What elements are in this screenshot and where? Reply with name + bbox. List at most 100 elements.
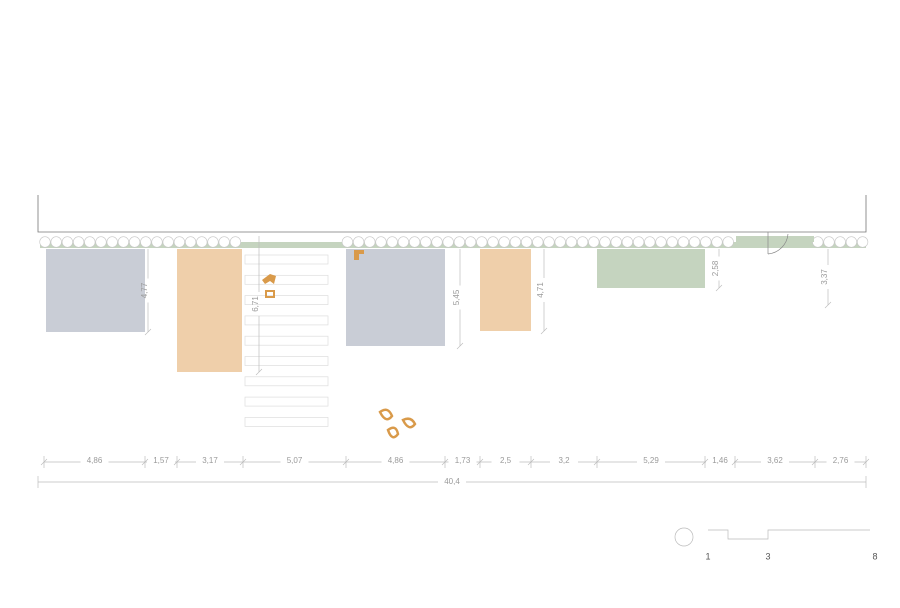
tree [498,236,510,248]
tree [95,236,107,248]
dim-label: 3,62 [767,456,783,465]
dimensions: 4,86 1,57 3,17 5,07 4,86 1,73 2,5 3,2 5,29 1,46 3,… [37,236,870,488]
stripe [244,315,329,326]
stripe [244,274,329,285]
figure [378,408,417,439]
tree [50,236,62,248]
tree [185,236,197,248]
tree [386,236,398,248]
dim-line [144,249,152,336]
figure [262,274,276,284]
tree [588,236,600,248]
tree [162,236,174,248]
tree [229,236,241,248]
figures [262,250,417,439]
grey-block [46,249,145,332]
dim-label: 5,45 [452,289,461,305]
scale-label: 1 [705,551,710,561]
tree [420,236,432,248]
stripe [244,295,329,305]
tree [453,236,466,248]
dim-label: 1,73 [455,456,471,465]
hedge [736,236,814,242]
figure [265,290,275,298]
tree [711,236,723,248]
tree [207,236,219,248]
green-block [597,249,705,288]
door [767,232,789,255]
dim-label: 6,71 [251,296,260,312]
stripe [244,254,329,265]
tree [61,236,74,248]
dim-label: 3,37 [820,269,829,285]
tree [812,236,824,248]
dim-label: 2,5 [500,456,512,465]
hedge [40,242,866,248]
tree [655,236,667,248]
tree-row [39,236,869,248]
tree [72,236,85,248]
dim-label: 5,29 [643,456,659,465]
tree [554,236,566,248]
tree [599,236,611,248]
tree [409,236,421,248]
tree [196,236,208,248]
dim-label: 1,46 [712,456,728,465]
tree [509,236,522,248]
tree [465,236,477,248]
dim-line [37,476,867,488]
tree [823,236,835,248]
tree [476,236,488,248]
tree [632,236,645,248]
tree [621,236,634,248]
north-symbol [674,527,694,547]
dim-label: 1,57 [153,456,169,465]
stripe [244,335,329,346]
tree [834,236,846,248]
tree [106,236,118,248]
tree [565,236,578,248]
tree [722,236,734,248]
tree [856,236,869,248]
tree [397,236,410,248]
tree [375,236,387,248]
tree [700,236,712,248]
dim-label: 5,07 [287,456,303,465]
tree [218,236,230,248]
orange-block [177,249,242,372]
tree [845,236,858,248]
tree [173,236,185,248]
tree [543,236,555,248]
figure [354,250,364,260]
tree [644,236,656,248]
tree [520,236,533,248]
tree [666,236,678,248]
tree [117,236,129,248]
dim-label: 3,2 [558,456,570,465]
tree [610,236,622,248]
scale-line [708,529,870,540]
stripe [244,356,329,366]
tree [39,236,51,248]
tree [576,236,589,248]
tree [532,236,544,248]
scale-label: 8 [872,551,877,561]
tree [677,236,690,248]
dim-line [540,249,548,335]
dim-line [456,249,464,350]
tree [151,236,163,248]
tree [442,236,454,248]
dim-label: 2,76 [833,456,849,465]
scale-bar: 1 3 8 [674,527,878,561]
dim-label: 4,71 [536,282,545,298]
dim-line [824,249,832,309]
grey-block [346,249,445,346]
dim-label: 4,86 [87,456,103,465]
stripe [244,376,329,387]
tree [688,236,701,248]
dim-line [715,249,723,292]
tree [341,236,354,248]
stripe [244,396,329,407]
crosswalk [244,254,329,427]
stripe [244,417,329,427]
